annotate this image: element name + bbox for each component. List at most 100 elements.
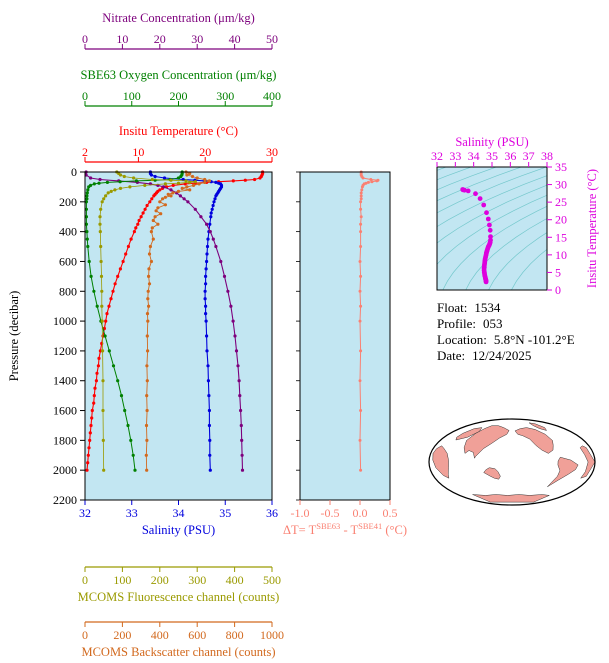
svg-text:MCOMS Fluorescence channel (co: MCOMS Fluorescence channel (counts) <box>78 590 280 604</box>
continent-eurasia <box>463 425 510 459</box>
date-label: Date: <box>437 348 466 363</box>
svg-text:100: 100 <box>113 573 131 587</box>
svg-text:1000: 1000 <box>53 314 77 328</box>
svg-text:2200: 2200 <box>53 493 77 507</box>
svg-text:800: 800 <box>59 284 77 298</box>
svg-text:SBE63 Oxygen Concentration (μm: SBE63 Oxygen Concentration (μm/kg) <box>81 68 277 82</box>
svg-text:25: 25 <box>555 195 567 209</box>
svg-text:200: 200 <box>151 573 169 587</box>
series-mcoms-fluorescence <box>98 170 197 472</box>
svg-text:500: 500 <box>263 573 281 587</box>
world-map <box>428 418 596 506</box>
svg-text:1200: 1200 <box>53 344 77 358</box>
svg-text:1600: 1600 <box>53 404 77 418</box>
series-sbe63-oxygen <box>84 170 184 472</box>
svg-text:Nitrate Concentration (μm/kg): Nitrate Concentration (μm/kg) <box>102 11 255 25</box>
location-value: 5.8°N -101.2°E <box>493 332 575 347</box>
pressure-axis: 0 200 400 600 800 1000 1200 1400 1600 1800 2000 220… <box>7 165 85 507</box>
svg-text:33: 33 <box>126 506 138 520</box>
svg-text:Salinity (PSU): Salinity (PSU) <box>142 523 215 537</box>
location-line: Location: 5.8°N -101.2°E <box>437 332 575 348</box>
svg-text:0: 0 <box>82 573 88 587</box>
svg-text:0: 0 <box>82 89 88 103</box>
svg-text:-1.0: -1.0 <box>291 506 310 520</box>
svg-text:200: 200 <box>170 89 188 103</box>
axis-salinity: 32 33 34 35 36 Salinity (PSU) <box>79 500 278 537</box>
continent-north-america <box>514 427 554 454</box>
svg-text:Insitu Temperature (°C): Insitu Temperature (°C) <box>585 169 599 288</box>
svg-text:Pressure (decibar): Pressure (decibar) <box>7 291 21 382</box>
svg-text:Insitu Temperature (°C): Insitu Temperature (°C) <box>119 124 238 138</box>
float-info-block: Float: 1534 Profile: 053 Location: 5.8°N -1… <box>437 300 575 364</box>
continent-south-america <box>547 456 579 488</box>
float-value: 1534 <box>474 300 501 315</box>
svg-text:20: 20 <box>199 145 211 159</box>
svg-text:2: 2 <box>82 145 88 159</box>
svg-text:0: 0 <box>555 283 561 297</box>
svg-text:300: 300 <box>216 89 234 103</box>
svg-text:MCOMS Backscatter channel (cou: MCOMS Backscatter channel (counts) <box>81 645 275 659</box>
svg-text:400: 400 <box>151 628 169 642</box>
svg-text:1000: 1000 <box>260 628 284 642</box>
delta-t-axis-title: ΔT= TSBE63 - TSBE41 (°C) <box>283 521 407 537</box>
svg-text:38: 38 <box>541 149 553 163</box>
svg-text:15: 15 <box>555 230 567 244</box>
float-id-line: Float: 1534 <box>437 300 575 316</box>
axis-nitrate: 0 10 20 30 40 50 Nitrate Concentration (μm/kg) <box>82 11 278 50</box>
svg-text:35: 35 <box>555 160 567 174</box>
location-label: Location: <box>437 332 487 347</box>
continent-europe <box>455 427 483 441</box>
svg-text:10: 10 <box>555 248 567 262</box>
ts-diagram: 32 33 34 35 36 37 38 Salinity (PSU) 0 5 10 15 20 25 30… <box>431 135 599 297</box>
delta-t-panel: -1.0 -0.5 0.0 0.5ΔT= TSBE63 - TSBE41 (°C) <box>283 170 407 537</box>
axis-temperature: 2 10 20 30 Insitu Temperature (°C) <box>82 124 278 163</box>
svg-text:50: 50 <box>266 32 278 46</box>
svg-text:33: 33 <box>449 149 461 163</box>
svg-text:30: 30 <box>266 145 278 159</box>
series-insitu-temperature <box>85 170 265 472</box>
continent-africa-east <box>579 445 595 479</box>
continent-greenland <box>528 422 548 431</box>
svg-text:400: 400 <box>226 573 244 587</box>
svg-text:37: 37 <box>523 149 535 163</box>
svg-text:36: 36 <box>266 506 278 520</box>
svg-text:20: 20 <box>154 32 166 46</box>
date-value: 12/24/2025 <box>472 348 532 363</box>
svg-text:200: 200 <box>59 195 77 209</box>
svg-text:100: 100 <box>123 89 141 103</box>
svg-text:400: 400 <box>263 89 281 103</box>
svg-text:600: 600 <box>188 628 206 642</box>
svg-text:32: 32 <box>79 506 91 520</box>
axis-backscatter: 0 200 400 600 800 1000 MCOMS Backscatter chann… <box>81 621 284 659</box>
svg-text:Salinity (PSU): Salinity (PSU) <box>455 135 528 149</box>
svg-text:1800: 1800 <box>53 433 77 447</box>
svg-text:0.5: 0.5 <box>383 506 398 520</box>
svg-text:30: 30 <box>555 178 567 192</box>
svg-text:200: 200 <box>113 628 131 642</box>
svg-text:30: 30 <box>191 32 203 46</box>
float-label: Float: <box>437 300 468 315</box>
date-line: Date: 12/24/2025 <box>437 348 575 364</box>
svg-text:40: 40 <box>229 32 241 46</box>
svg-text:35: 35 <box>486 149 498 163</box>
axis-oxygen: 0 100 200 300 400 SBE63 Oxygen Concentration … <box>81 68 281 107</box>
series-nitrate <box>84 170 245 472</box>
axis-fluorescence: 0 100 200 300 400 500 MCOMS Fluorescence chann… <box>78 566 281 604</box>
svg-text:10: 10 <box>132 145 144 159</box>
svg-text:1400: 1400 <box>53 374 77 388</box>
svg-text:34: 34 <box>468 149 480 163</box>
svg-text:34: 34 <box>173 506 185 520</box>
svg-text:-0.5: -0.5 <box>321 506 340 520</box>
continent-antarctica <box>472 494 551 503</box>
svg-text:600: 600 <box>59 254 77 268</box>
svg-text:2000: 2000 <box>53 463 77 477</box>
svg-text:20: 20 <box>555 213 567 227</box>
svg-text:0: 0 <box>82 628 88 642</box>
profile-label: Profile: <box>437 316 476 331</box>
continent-africa-west <box>432 445 450 479</box>
isopycnal-contours <box>437 167 547 290</box>
profile-line: Profile: 053 <box>437 316 575 332</box>
svg-text:800: 800 <box>226 628 244 642</box>
svg-text:36: 36 <box>504 149 516 163</box>
